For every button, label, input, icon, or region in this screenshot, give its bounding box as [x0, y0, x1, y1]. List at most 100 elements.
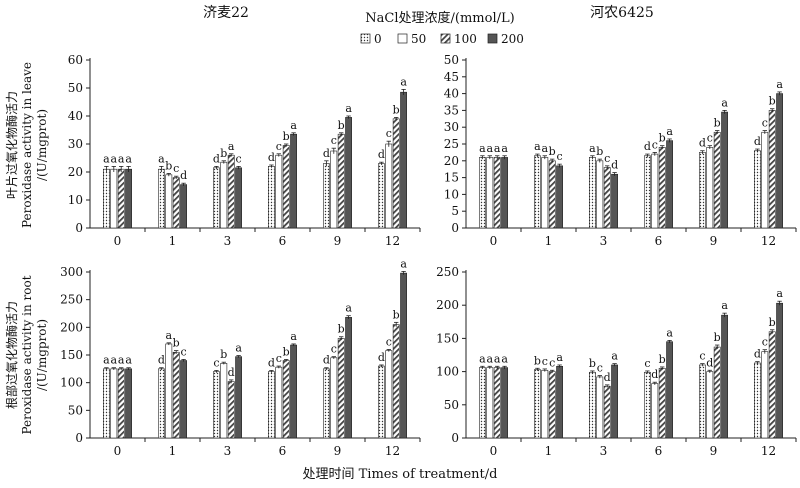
- bar-0-0: [478, 157, 486, 229]
- bar-6-0: [267, 166, 275, 229]
- significance-letter: d: [378, 148, 385, 161]
- y-tick-label: 200: [60, 320, 83, 334]
- significance-letter: d: [268, 356, 275, 369]
- bar-12-100: [768, 331, 776, 439]
- bar-0-100: [493, 157, 501, 229]
- significance-letter: c: [276, 352, 282, 365]
- x-tick-label: 1: [545, 234, 553, 248]
- y-tick-label: 0: [75, 221, 83, 235]
- y-tick-label: 250: [436, 265, 459, 279]
- y-tick-label: 100: [60, 376, 83, 390]
- significance-letter: b: [596, 145, 603, 158]
- bar-1-100: [548, 371, 556, 439]
- legend-swatch-0: [360, 33, 371, 44]
- legend-title: NaCl处理浓度/(mmol/L): [365, 10, 514, 26]
- x-tick-label: 3: [600, 444, 608, 458]
- bar-0-100: [493, 367, 501, 439]
- ylabel-root-unit: /(U/mgprot): [35, 319, 49, 391]
- significance-letter: b: [393, 103, 400, 116]
- x-tick-label: 6: [279, 234, 287, 248]
- bar-12-200: [400, 91, 407, 229]
- bar-1-0: [158, 368, 165, 439]
- y-tick-label: 20: [444, 154, 459, 168]
- bar-6-0: [267, 371, 275, 439]
- bar-9-50: [706, 371, 714, 439]
- significance-letter: d: [754, 348, 761, 361]
- x-tick-label: 9: [710, 444, 718, 458]
- y-tick-label: 45: [444, 70, 459, 84]
- significance-letter: c: [331, 134, 337, 147]
- y-tick-label: 40: [444, 87, 459, 101]
- significance-letter: a: [111, 152, 118, 165]
- x-tick-label: 1: [169, 444, 177, 458]
- ylabel-root: 根部过氧化物酶活力 Peroxidase activity in root /(…: [4, 275, 49, 434]
- significance-letter: a: [125, 152, 132, 165]
- significance-letter: a: [501, 142, 508, 155]
- x-tick-label: 1: [545, 444, 553, 458]
- bar-3-50: [220, 362, 228, 439]
- bar-12-200: [400, 272, 407, 439]
- legend-swatch-50: [397, 33, 408, 44]
- significance-letter: a: [487, 142, 494, 155]
- y-tick-label: 20: [68, 165, 83, 179]
- y-tick-label: 250: [60, 293, 83, 307]
- bar-0-0: [478, 367, 486, 439]
- bar-9-0: [322, 368, 330, 439]
- significance-letter: a: [345, 102, 352, 115]
- y-tick-label: 30: [68, 137, 83, 151]
- x-tick-label: 3: [600, 234, 608, 248]
- significance-letter: c: [236, 152, 242, 165]
- significance-letter: b: [220, 147, 227, 160]
- legend-label-200: 200: [501, 32, 524, 46]
- y-tick-label: 10: [68, 193, 83, 207]
- significance-letter: b: [283, 130, 290, 143]
- significance-letter: a: [542, 142, 549, 155]
- y-tick-label: 0: [451, 221, 459, 235]
- bar-6-0: [643, 371, 651, 439]
- bar-12-0: [753, 362, 761, 439]
- significance-letter: b: [769, 316, 776, 329]
- significance-letter: a: [103, 354, 110, 367]
- bar-0-0: [103, 368, 110, 439]
- x-tick-label: 6: [655, 444, 663, 458]
- y-tick-label: 200: [436, 298, 459, 312]
- x-tick-label: 12: [385, 444, 400, 458]
- legend-label-0: 0: [374, 32, 382, 46]
- bar-1-0: [533, 155, 541, 229]
- ylabel-root-cn: 根部过氧化物酶活力: [4, 301, 19, 409]
- y-tick-label: 150: [436, 331, 459, 345]
- x-axis-label: 处理时间 Times of treatment/d: [303, 467, 498, 482]
- y-tick-label: 10: [444, 187, 459, 201]
- significance-letter: c: [707, 132, 713, 145]
- y-tick-label: 25: [444, 137, 459, 151]
- significance-letter: c: [597, 362, 603, 375]
- significance-letter: d: [158, 354, 165, 367]
- bar-0-200: [125, 168, 132, 229]
- significance-letter: a: [125, 354, 132, 367]
- significance-letter: c: [542, 355, 548, 368]
- bar-12-100: [768, 110, 776, 229]
- bar-6-100: [282, 360, 290, 439]
- bar-1-50: [541, 157, 549, 229]
- significance-letter: a: [158, 152, 165, 165]
- significance-letter: d: [323, 147, 330, 160]
- significance-letter: b: [338, 323, 345, 336]
- bar-12-100: [392, 118, 400, 229]
- y-tick-label: 0: [75, 431, 83, 445]
- panel-title-henong6425: 河农6425: [590, 5, 654, 21]
- bar-1-50: [541, 369, 549, 439]
- panel-title-jimai22: 济麦22: [203, 5, 249, 21]
- y-tick-label: 50: [68, 403, 83, 417]
- bar-3-200: [235, 356, 242, 439]
- x-tick-label: 3: [224, 444, 232, 458]
- significance-letter: d: [611, 159, 618, 172]
- significance-letter: c: [386, 127, 392, 140]
- significance-letter: d: [378, 351, 385, 364]
- significance-letter: a: [166, 329, 173, 342]
- x-tick-label: 9: [334, 444, 342, 458]
